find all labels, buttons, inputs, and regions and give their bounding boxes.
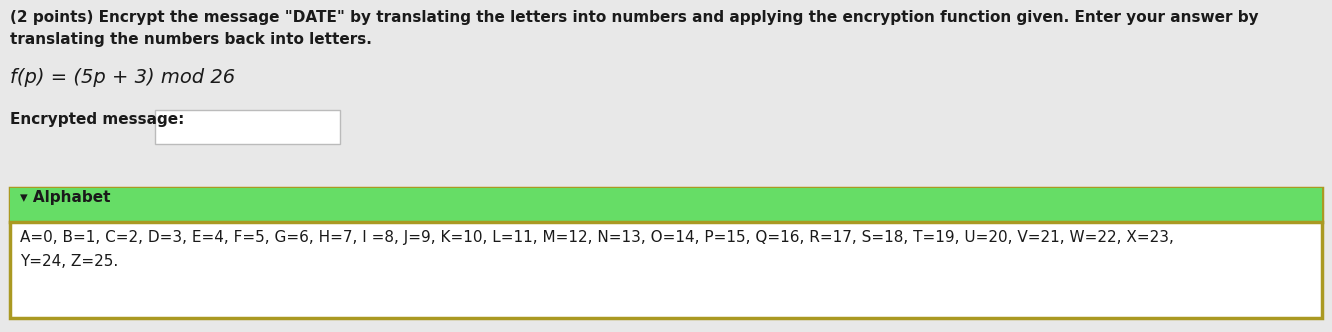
Text: ▾ Alphabet: ▾ Alphabet bbox=[20, 190, 111, 205]
FancyBboxPatch shape bbox=[11, 188, 1321, 318]
Text: translating the numbers back into letters.: translating the numbers back into letter… bbox=[11, 32, 372, 47]
Text: Encrypted message:: Encrypted message: bbox=[11, 112, 184, 127]
FancyBboxPatch shape bbox=[11, 188, 1321, 222]
Text: f(p) = (5p + 3) mod 26: f(p) = (5p + 3) mod 26 bbox=[11, 68, 236, 87]
FancyBboxPatch shape bbox=[155, 110, 340, 144]
Text: (2 points) Encrypt the message "DATE" by translating the letters into numbers an: (2 points) Encrypt the message "DATE" by… bbox=[11, 10, 1259, 25]
Text: A=0, B=1, C=2, D=3, E=4, F=5, G=6, H=7, I =8, J=9, K=10, L=11, M=12, N=13, O=14,: A=0, B=1, C=2, D=3, E=4, F=5, G=6, H=7, … bbox=[20, 230, 1173, 245]
Text: Y=24, Z=25.: Y=24, Z=25. bbox=[20, 254, 119, 269]
